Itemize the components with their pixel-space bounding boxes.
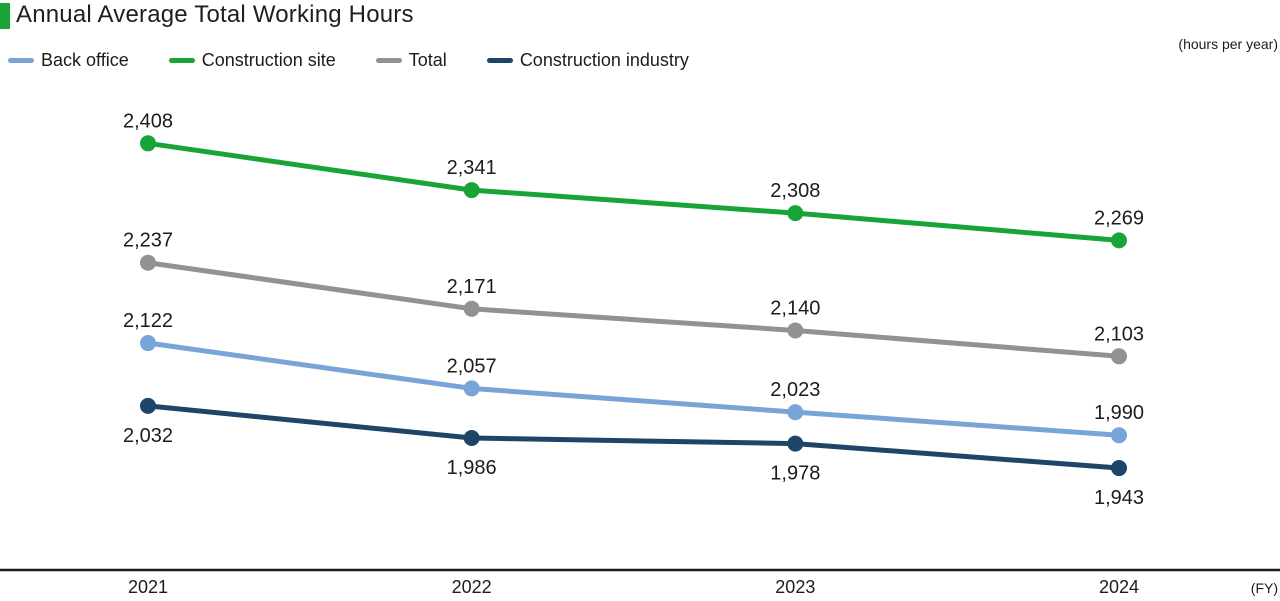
legend-item-back-office: Back office xyxy=(8,50,129,71)
data-point-marker xyxy=(463,300,480,317)
value-label: 2,057 xyxy=(447,355,497,377)
legend: Back office Construction site Total Constru… xyxy=(8,50,689,71)
units-note: (hours per year) xyxy=(1178,36,1278,52)
value-label: 2,171 xyxy=(447,276,497,298)
value-label: 1,986 xyxy=(447,457,497,479)
title-row: Annual Average Total Working Hours xyxy=(0,0,414,30)
x-tick-label: 2023 xyxy=(775,577,815,597)
legend-swatch xyxy=(168,58,195,63)
series-line-construction-industry xyxy=(145,403,1122,471)
legend-swatch xyxy=(8,58,34,63)
legend-label: Back office xyxy=(41,50,129,70)
value-label: 1,943 xyxy=(1094,487,1144,509)
legend-label: Total xyxy=(408,50,447,70)
legend-swatch xyxy=(486,58,513,63)
value-label: 1,978 xyxy=(770,463,820,485)
x-axis-suffix-label: (FY) xyxy=(1251,580,1278,596)
value-label: 2,122 xyxy=(123,310,173,332)
data-point-marker xyxy=(140,135,156,152)
page-title: Annual Average Total Working Hours xyxy=(16,1,414,28)
value-label: 2,237 xyxy=(123,230,173,252)
data-point-marker xyxy=(787,404,804,421)
value-label: 2,140 xyxy=(770,297,820,319)
value-label: 2,408 xyxy=(123,110,173,132)
value-label: 1,990 xyxy=(1094,402,1144,424)
value-label: 2,269 xyxy=(1094,207,1144,229)
data-point-marker xyxy=(1111,427,1127,444)
series-line-total xyxy=(145,260,1122,359)
data-point-marker xyxy=(463,430,480,447)
value-label: 2,341 xyxy=(447,157,497,179)
series-line-back-office xyxy=(145,340,1122,438)
data-point-marker xyxy=(787,435,804,452)
legend-item-construction-industry: Construction industry xyxy=(486,50,689,71)
data-point-marker xyxy=(787,205,804,222)
data-point-marker xyxy=(140,335,156,352)
x-tick-label: 2022 xyxy=(452,577,492,597)
value-label: 2,032 xyxy=(123,425,173,447)
data-point-marker xyxy=(140,397,156,414)
data-point-marker xyxy=(463,380,480,397)
legend-label: Construction site xyxy=(201,50,336,70)
data-point-marker xyxy=(1111,460,1127,477)
value-label: 2,308 xyxy=(770,180,820,202)
legend-item-total: Total xyxy=(375,50,447,71)
legend-label: Construction industry xyxy=(519,50,689,70)
data-point-marker xyxy=(1111,232,1127,249)
value-label: 2,023 xyxy=(770,379,820,401)
x-tick-label: 2021 xyxy=(128,577,168,597)
data-point-marker xyxy=(463,182,480,199)
title-marker xyxy=(0,3,10,29)
x-tick-label: 2024 xyxy=(1099,577,1139,597)
series-line-construction-site xyxy=(145,140,1122,243)
data-point-marker xyxy=(140,254,156,271)
data-point-marker xyxy=(787,322,804,339)
legend-item-construction-site: Construction site xyxy=(168,50,336,71)
value-label: 2,103 xyxy=(1094,323,1144,345)
legend-swatch xyxy=(375,58,402,63)
data-point-marker xyxy=(1111,348,1127,365)
